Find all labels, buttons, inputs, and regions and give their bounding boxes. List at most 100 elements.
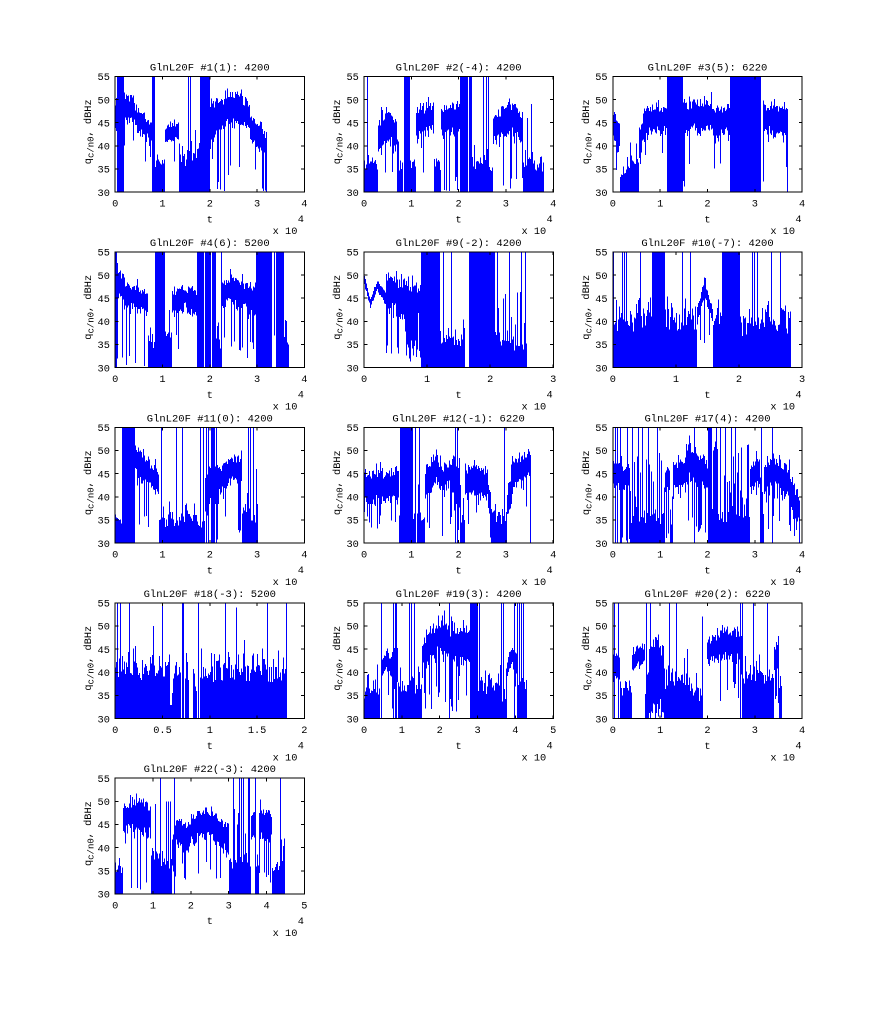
svg-text:x 10: x 10 — [521, 402, 546, 414]
svg-text:1: 1 — [159, 374, 165, 386]
svg-text:30: 30 — [346, 539, 358, 551]
svg-text:3: 3 — [226, 901, 232, 913]
svg-text:1: 1 — [159, 199, 165, 211]
svg-text:4: 4 — [512, 725, 518, 737]
svg-text:x 10: x 10 — [273, 928, 298, 940]
svg-text:2: 2 — [487, 374, 493, 386]
svg-text:45: 45 — [346, 469, 358, 481]
svg-text:30: 30 — [98, 363, 110, 375]
svg-text:55: 55 — [98, 774, 110, 786]
svg-text:2: 2 — [301, 725, 307, 737]
svg-text:qc/n0, dBHz: qc/n0, dBHz — [581, 450, 595, 515]
svg-text:40: 40 — [98, 142, 110, 154]
svg-text:30: 30 — [98, 714, 110, 726]
svg-text:1: 1 — [399, 725, 405, 737]
svg-text:55: 55 — [98, 72, 110, 84]
svg-text:1: 1 — [408, 199, 414, 211]
svg-text:qc/n0, dBHz: qc/n0, dBHz — [83, 801, 97, 866]
svg-text:0: 0 — [610, 374, 616, 386]
svg-text:2: 2 — [704, 199, 710, 211]
svg-text:50: 50 — [595, 622, 607, 634]
svg-text:45: 45 — [595, 118, 607, 130]
svg-text:2: 2 — [207, 374, 213, 386]
svg-text:40: 40 — [346, 668, 358, 680]
svg-text:qc/n0, dBHz: qc/n0, dBHz — [332, 99, 346, 164]
svg-text:3: 3 — [752, 725, 758, 737]
svg-text:GlnL20F #10(-7): 4200: GlnL20F #10(-7): 4200 — [641, 238, 773, 250]
svg-text:55: 55 — [595, 248, 607, 260]
svg-text:1: 1 — [424, 374, 430, 386]
svg-text:4: 4 — [799, 725, 805, 737]
svg-text:55: 55 — [595, 423, 607, 435]
svg-text:55: 55 — [98, 248, 110, 260]
svg-text:GlnL20F #9(-2): 4200: GlnL20F #9(-2): 4200 — [396, 238, 522, 250]
svg-text:x 10: x 10 — [770, 226, 795, 238]
svg-text:qc/n0, dBHz: qc/n0, dBHz — [332, 450, 346, 515]
svg-text:GlnL20F #20(2): 6220: GlnL20F #20(2): 6220 — [644, 589, 770, 601]
svg-text:35: 35 — [346, 516, 358, 528]
svg-text:40: 40 — [595, 493, 607, 505]
svg-text:5: 5 — [550, 725, 556, 737]
svg-text:4: 4 — [298, 916, 304, 928]
svg-text:35: 35 — [98, 165, 110, 177]
svg-text:x 10: x 10 — [273, 577, 298, 589]
svg-text:t: t — [704, 214, 710, 226]
svg-text:2: 2 — [188, 901, 194, 913]
svg-text:50: 50 — [346, 95, 358, 107]
svg-text:40: 40 — [98, 843, 110, 855]
svg-text:30: 30 — [98, 539, 110, 551]
svg-text:t: t — [456, 390, 462, 402]
svg-text:4: 4 — [550, 550, 556, 562]
svg-text:0: 0 — [610, 550, 616, 562]
svg-text:1: 1 — [673, 374, 679, 386]
svg-text:t: t — [456, 741, 462, 753]
svg-text:2: 2 — [207, 199, 213, 211]
svg-text:qc/n0, dBHz: qc/n0, dBHz — [581, 626, 595, 691]
svg-text:0: 0 — [610, 199, 616, 211]
svg-text:45: 45 — [595, 294, 607, 306]
svg-text:30: 30 — [98, 188, 110, 200]
svg-text:35: 35 — [346, 691, 358, 703]
svg-text:4: 4 — [799, 199, 805, 211]
svg-text:40: 40 — [346, 142, 358, 154]
svg-text:4: 4 — [547, 214, 553, 226]
svg-text:t: t — [207, 214, 213, 226]
svg-text:x 10: x 10 — [770, 752, 795, 764]
svg-text:30: 30 — [595, 539, 607, 551]
svg-text:45: 45 — [98, 469, 110, 481]
svg-text:0: 0 — [112, 550, 118, 562]
svg-text:4: 4 — [298, 740, 304, 752]
svg-text:4: 4 — [301, 374, 307, 386]
svg-text:55: 55 — [346, 599, 358, 611]
svg-text:qc/n0, dBHz: qc/n0, dBHz — [83, 275, 97, 340]
svg-text:50: 50 — [595, 95, 607, 107]
svg-text:qc/n0, dBHz: qc/n0, dBHz — [83, 99, 97, 164]
svg-text:GlnL20F #12(-1): 6220: GlnL20F #12(-1): 6220 — [392, 413, 524, 425]
svg-text:30: 30 — [346, 714, 358, 726]
svg-text:0: 0 — [361, 550, 367, 562]
svg-text:45: 45 — [595, 645, 607, 657]
svg-text:x 10: x 10 — [273, 752, 298, 764]
svg-text:55: 55 — [595, 72, 607, 84]
svg-text:40: 40 — [98, 668, 110, 680]
svg-text:45: 45 — [346, 645, 358, 657]
svg-text:4: 4 — [795, 565, 801, 577]
svg-text:50: 50 — [98, 446, 110, 458]
svg-text:55: 55 — [346, 72, 358, 84]
svg-text:qc/n0, dBHz: qc/n0, dBHz — [581, 275, 595, 340]
svg-text:GlnL20F #4(6): 5200: GlnL20F #4(6): 5200 — [150, 238, 270, 250]
svg-text:x 10: x 10 — [521, 226, 546, 238]
svg-text:4: 4 — [550, 199, 556, 211]
svg-text:55: 55 — [346, 248, 358, 260]
svg-text:4: 4 — [301, 550, 307, 562]
svg-text:40: 40 — [98, 317, 110, 329]
svg-text:2: 2 — [456, 199, 462, 211]
svg-text:4: 4 — [264, 901, 270, 913]
svg-text:1: 1 — [159, 550, 165, 562]
svg-text:1: 1 — [657, 199, 663, 211]
svg-text:45: 45 — [98, 294, 110, 306]
svg-text:x 10: x 10 — [521, 577, 546, 589]
svg-text:3: 3 — [799, 374, 805, 386]
svg-text:4: 4 — [298, 565, 304, 577]
svg-text:3: 3 — [752, 199, 758, 211]
